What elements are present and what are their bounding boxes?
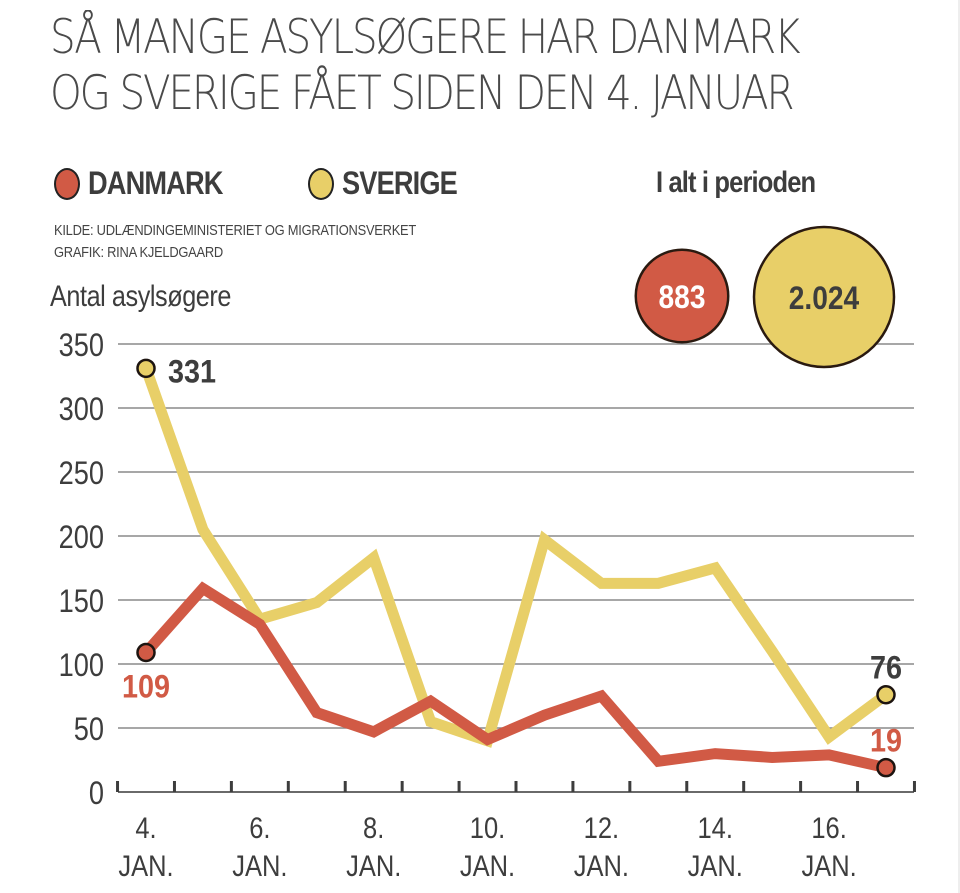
x-tick-label: 8. bbox=[363, 811, 384, 844]
total-value-label: 2.024 bbox=[789, 281, 860, 316]
x-tick-label: 12. bbox=[584, 811, 619, 844]
credit-line: GRAFIK: RINA KJELDGAARD bbox=[54, 244, 223, 261]
data-point-marker bbox=[876, 757, 896, 778]
data-label: 109 bbox=[122, 669, 170, 705]
y-tick-label: 0 bbox=[89, 776, 104, 812]
x-tick-label: JAN. bbox=[688, 849, 743, 882]
x-tick-label: JAN. bbox=[574, 849, 629, 882]
y-tick-label: 100 bbox=[59, 648, 104, 684]
x-tick-label: JAN. bbox=[232, 849, 287, 882]
series-line-sverige bbox=[140, 366, 890, 748]
data-point-marker bbox=[136, 358, 156, 379]
totals-title: I alt i perioden bbox=[656, 166, 816, 199]
chart-title-line-2: OG SVERIGE FÅET SIDEN DEN 4. JANUAR bbox=[50, 66, 795, 121]
data-label: 76 bbox=[870, 650, 902, 686]
x-tick-label: 14. bbox=[698, 811, 733, 844]
legend-label: DANMARK bbox=[88, 165, 223, 201]
legend-marker-icon bbox=[54, 167, 80, 200]
data-label: 331 bbox=[168, 354, 216, 390]
series-line-danmark bbox=[141, 581, 888, 774]
data-point-marker bbox=[136, 642, 156, 663]
legend: DANMARK SVERIGE bbox=[54, 165, 540, 202]
source-credits: KILDE: UDLÆNDINGEMINISTERIET OG MIGRATIO… bbox=[54, 220, 416, 264]
y-tick-label: 200 bbox=[59, 520, 104, 556]
total-value-label: 883 bbox=[659, 280, 706, 315]
total-bubble bbox=[752, 225, 896, 369]
page-edge bbox=[958, 0, 960, 893]
y-tick-label: 350 bbox=[59, 328, 104, 364]
chart-title-line-1: SÅ MANGE ASYLSØGERE HAR DANMARK bbox=[50, 10, 801, 65]
x-tick-label: JAN. bbox=[118, 849, 173, 882]
x-tick-label: 16. bbox=[811, 811, 846, 844]
y-tick-label: 150 bbox=[59, 584, 104, 620]
y-tick-label: 50 bbox=[74, 712, 104, 748]
legend-label: SVERIGE bbox=[342, 165, 458, 201]
y-axis-label: Antal asylsøgere bbox=[50, 280, 231, 313]
chart-title: SÅ MANGE ASYLSØGERE HAR DANMARK OG SVERI… bbox=[50, 10, 807, 122]
x-tick-label: 10. bbox=[470, 811, 505, 844]
x-tick-label: JAN. bbox=[460, 849, 515, 882]
legend-item-sverige: SVERIGE bbox=[308, 165, 477, 202]
legend-item-danmark: DANMARK bbox=[54, 165, 246, 202]
x-tick-label: 6. bbox=[249, 811, 270, 844]
x-tick-label: JAN. bbox=[346, 849, 401, 882]
data-label: 19 bbox=[870, 723, 902, 759]
x-tick-label: 4. bbox=[135, 811, 156, 844]
y-tick-label: 250 bbox=[59, 456, 104, 492]
data-point-marker bbox=[876, 684, 896, 705]
x-tick-label: JAN. bbox=[801, 849, 856, 882]
total-bubble bbox=[634, 248, 730, 344]
y-tick-label: 300 bbox=[59, 392, 104, 428]
source-line: KILDE: UDLÆNDINGEMINISTERIET OG MIGRATIO… bbox=[54, 222, 417, 239]
legend-marker-icon bbox=[308, 167, 335, 200]
